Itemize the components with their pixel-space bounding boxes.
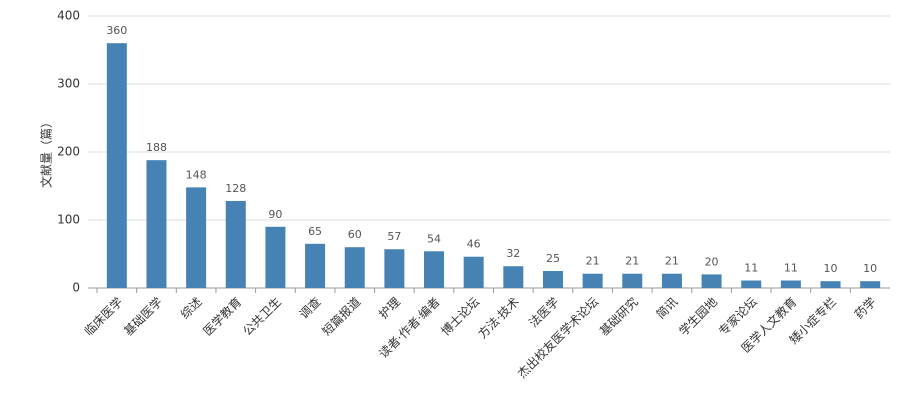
bar xyxy=(582,273,603,288)
value-label: 11 xyxy=(784,262,798,275)
y-axis-label: 文献量（篇） xyxy=(39,116,54,188)
bar xyxy=(344,247,365,288)
value-label: 11 xyxy=(744,262,758,275)
bar xyxy=(384,249,405,288)
y-tick-label: 0 xyxy=(72,281,80,295)
bar xyxy=(780,280,801,288)
x-tick-label: 公共卫生 xyxy=(240,295,284,339)
value-label: 65 xyxy=(308,225,322,238)
y-tick-label: 300 xyxy=(57,77,80,91)
bar xyxy=(424,251,445,288)
value-label: 25 xyxy=(546,252,560,265)
y-tick-label: 200 xyxy=(57,145,80,159)
bar xyxy=(186,187,207,288)
x-tick-label: 药学 xyxy=(851,294,879,322)
y-tick-label: 100 xyxy=(57,213,80,227)
bar xyxy=(741,280,762,288)
y-tick-label: 400 xyxy=(57,9,80,23)
bar xyxy=(542,271,563,288)
value-label: 21 xyxy=(586,255,600,268)
x-tick-label: 简讯 xyxy=(654,295,681,322)
bar xyxy=(265,226,286,288)
value-label: 128 xyxy=(225,182,246,195)
x-tick-label: 调查 xyxy=(297,295,324,322)
value-label: 90 xyxy=(268,208,282,221)
value-label: 32 xyxy=(506,247,520,260)
x-tick-label: 护理 xyxy=(376,295,403,322)
value-label: 148 xyxy=(186,168,207,181)
bar xyxy=(503,266,524,288)
bar xyxy=(225,200,246,288)
bar xyxy=(661,273,682,288)
x-tick-label: 基础医学 xyxy=(121,294,166,339)
bar xyxy=(622,273,643,288)
x-tick-label: 短篇报道 xyxy=(319,294,364,339)
value-label: 21 xyxy=(625,255,639,268)
value-label: 54 xyxy=(427,232,441,245)
value-label: 188 xyxy=(146,141,167,154)
x-tick-label: 法医学 xyxy=(525,294,561,330)
value-label: 10 xyxy=(824,262,838,275)
value-label: 10 xyxy=(863,262,877,275)
bar xyxy=(820,281,841,288)
bar xyxy=(860,281,881,288)
x-tick-label: 综述 xyxy=(178,295,205,322)
bar xyxy=(463,256,484,288)
value-label: 46 xyxy=(467,238,481,251)
value-label: 60 xyxy=(348,228,362,241)
x-tick-label: 临床医学 xyxy=(81,294,126,339)
bar xyxy=(146,160,167,288)
x-tick-label: 学生园地 xyxy=(676,294,721,339)
x-tick-label: 医学教育 xyxy=(200,294,245,339)
value-label: 360 xyxy=(106,24,127,37)
value-label: 21 xyxy=(665,255,679,268)
value-label: 57 xyxy=(387,230,401,243)
x-tick-label: 方法·技术 xyxy=(475,294,522,341)
bar xyxy=(701,274,722,288)
bar xyxy=(106,43,127,289)
value-label: 20 xyxy=(705,255,719,268)
x-tick-label: 基础研究 xyxy=(596,294,641,339)
bar xyxy=(305,243,326,288)
